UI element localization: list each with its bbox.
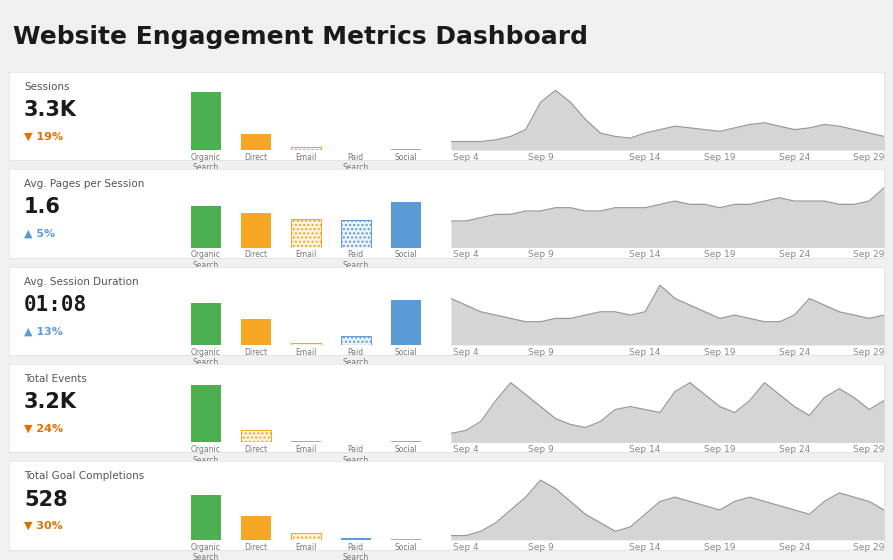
Bar <box>191 494 221 540</box>
Bar <box>341 220 371 248</box>
Text: Avg. Session Duration: Avg. Session Duration <box>24 277 138 287</box>
Bar <box>391 300 421 345</box>
Text: 528: 528 <box>24 490 68 510</box>
Text: Avg. Pages per Session: Avg. Pages per Session <box>24 179 145 189</box>
Text: 3.3K: 3.3K <box>24 100 77 120</box>
Bar <box>341 336 371 345</box>
Bar <box>241 430 271 442</box>
Bar <box>291 218 321 248</box>
Text: Total Events: Total Events <box>24 374 87 384</box>
Bar <box>291 343 321 345</box>
Text: ▲ 5%: ▲ 5% <box>24 229 55 239</box>
Text: ▲ 13%: ▲ 13% <box>24 326 63 336</box>
Bar <box>241 319 271 345</box>
Bar <box>241 430 271 442</box>
Text: 3.2K: 3.2K <box>24 393 77 412</box>
Bar <box>241 213 271 248</box>
Bar <box>341 220 371 248</box>
Text: ▼ 19%: ▼ 19% <box>24 132 63 141</box>
Bar <box>341 538 371 540</box>
Text: 01:08: 01:08 <box>24 295 88 315</box>
Bar <box>291 441 321 442</box>
Bar <box>191 304 221 345</box>
Text: ▼ 30%: ▼ 30% <box>24 521 63 531</box>
Bar <box>391 202 421 248</box>
Bar <box>291 533 321 540</box>
Bar <box>341 336 371 345</box>
Bar <box>291 147 321 150</box>
Bar <box>391 539 421 540</box>
Text: ▼ 24%: ▼ 24% <box>24 424 63 433</box>
Bar <box>391 441 421 442</box>
Bar <box>241 134 271 150</box>
Bar <box>291 218 321 248</box>
Bar <box>191 385 221 442</box>
Text: Total Goal Completions: Total Goal Completions <box>24 472 145 482</box>
Bar <box>391 149 421 150</box>
Bar <box>291 343 321 345</box>
Bar <box>191 92 221 150</box>
Text: Website Engagement Metrics Dashboard: Website Engagement Metrics Dashboard <box>13 25 588 49</box>
Bar <box>291 147 321 150</box>
Bar <box>291 533 321 540</box>
Bar <box>191 206 221 248</box>
Text: Sessions: Sessions <box>24 82 70 92</box>
Bar <box>241 516 271 540</box>
Text: 1.6: 1.6 <box>24 198 61 217</box>
